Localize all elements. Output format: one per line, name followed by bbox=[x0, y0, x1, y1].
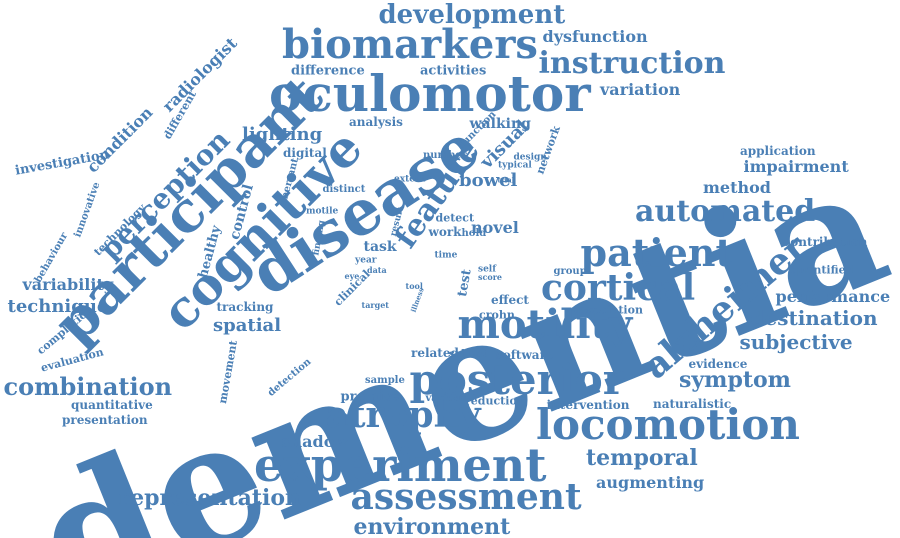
cloud-word-eye: eye bbox=[344, 271, 360, 281]
cloud-word-temporal: temporal bbox=[586, 445, 698, 471]
cloud-word-group: group bbox=[553, 266, 587, 277]
cloud-word-dysfunction: dysfunction bbox=[542, 27, 648, 46]
cloud-word-instruction: instruction bbox=[538, 46, 726, 81]
cloud-word-atrophy: atrophy bbox=[325, 394, 481, 436]
cloud-word-quantified: quantified bbox=[790, 263, 854, 277]
cloud-word-software: software bbox=[496, 348, 554, 362]
cloud-word-shadow: shadow bbox=[281, 432, 349, 451]
cloud-word-task: task bbox=[363, 239, 397, 255]
cloud-word-oculomotor: oculomotor bbox=[269, 64, 591, 123]
cloud-word-biomarkers: biomarkers bbox=[282, 21, 538, 68]
cloud-word-year: year bbox=[355, 255, 377, 266]
cloud-word-association: association bbox=[573, 303, 643, 317]
cloud-word-network: network bbox=[533, 124, 563, 176]
cloud-word-target: target bbox=[361, 300, 389, 310]
cloud-word-motility: motility bbox=[457, 301, 633, 348]
cloud-word-score: score bbox=[478, 272, 503, 282]
cloud-word-application: application bbox=[740, 144, 816, 158]
cloud-word-radiologist: radiologist bbox=[158, 33, 241, 116]
cloud-word-quantitative: quantitative bbox=[71, 398, 153, 412]
cloud-word-lighting: lighting bbox=[242, 124, 323, 145]
cloud-word-patient: patient bbox=[580, 230, 734, 275]
cloud-word-tracking: tracking bbox=[216, 300, 274, 314]
cloud-word-work: work bbox=[428, 225, 462, 239]
cloud-word-intervention: intervention bbox=[546, 398, 630, 412]
cloud-word-data: data bbox=[367, 265, 387, 275]
cloud-word-innovative: innovative bbox=[72, 180, 103, 239]
cloud-word-difference: difference bbox=[291, 63, 365, 79]
cloud-word-combination: combination bbox=[3, 372, 173, 401]
cloud-word-tool: tool bbox=[405, 281, 423, 291]
cloud-word-performance: performance bbox=[775, 287, 891, 306]
cloud-word-sample: sample bbox=[365, 375, 405, 386]
cloud-word-assessment: assessment bbox=[350, 476, 582, 518]
cloud-word-salient: salient bbox=[449, 349, 487, 360]
cloud-word-representation: representation bbox=[118, 485, 302, 511]
cloud-word-time: time bbox=[434, 250, 458, 261]
cloud-word-analysis: analysis bbox=[349, 115, 403, 129]
cloud-word-cortical: cortical bbox=[541, 267, 696, 309]
cloud-word-hold: hold bbox=[461, 228, 487, 239]
cloud-word-symptom: symptom bbox=[679, 367, 791, 393]
cloud-word-design: design bbox=[513, 152, 547, 163]
cloud-word-effect: effect bbox=[491, 293, 529, 307]
cloud-word-promise: promise bbox=[340, 389, 400, 405]
cloud-word-novel: novel bbox=[471, 218, 519, 237]
cloud-word-naturalistic: naturalistic bbox=[653, 397, 732, 411]
cloud-word-contribution: contribution bbox=[783, 235, 868, 249]
cloud-word-development: development bbox=[378, 0, 566, 30]
cloud-word-motile: motile bbox=[306, 206, 339, 217]
cloud-word-variability: variability bbox=[22, 275, 114, 294]
cloud-word-detect: detect bbox=[435, 211, 475, 225]
cloud-word-presentation: presentation bbox=[62, 413, 148, 427]
cloud-word-distinct: distinct bbox=[322, 184, 366, 195]
cloud-word-digital: digital bbox=[283, 146, 327, 160]
cloud-word-impairment: impairment bbox=[743, 157, 849, 176]
cloud-word-spatial: spatial bbox=[213, 315, 282, 336]
cloud-word-typical: typical bbox=[498, 160, 532, 171]
cloud-word-condition: condition bbox=[82, 102, 157, 177]
cloud-word-locomotion: locomotion bbox=[536, 400, 800, 449]
cloud-word-variation: variation bbox=[600, 80, 681, 99]
cloud-word-posterior: posterior bbox=[409, 355, 625, 404]
cloud-word-various: various bbox=[425, 393, 467, 404]
cloud-word-method: method bbox=[703, 178, 771, 197]
cloud-word-augmenting: augmenting bbox=[596, 473, 705, 492]
cloud-word-related: related bbox=[411, 346, 459, 360]
cloud-word-evidence: evidence bbox=[688, 357, 748, 371]
cloud-word-subjective: subjective bbox=[739, 330, 853, 354]
cloud-word-activities: activities bbox=[420, 63, 487, 79]
cloud-word-walking: walking bbox=[469, 116, 531, 132]
cloud-word-destination: destination bbox=[750, 306, 878, 330]
cloud-word-extent: extent bbox=[394, 174, 426, 185]
cloud-word-crohn: crohn bbox=[479, 308, 515, 322]
cloud-word-environment: environment bbox=[353, 514, 511, 538]
cloud-word-experiment: experiment bbox=[254, 438, 547, 492]
cloud-word-number: number bbox=[423, 150, 467, 161]
cloud-word-reduction: reduction bbox=[465, 394, 525, 408]
cloud-word-technique: technique bbox=[7, 296, 109, 317]
cloud-word-automated: automated bbox=[635, 194, 816, 229]
cloud-word-bowel: bowel bbox=[459, 170, 518, 191]
cloud-word-trial: trial bbox=[497, 175, 515, 185]
cloud-word-self: self bbox=[478, 264, 497, 275]
